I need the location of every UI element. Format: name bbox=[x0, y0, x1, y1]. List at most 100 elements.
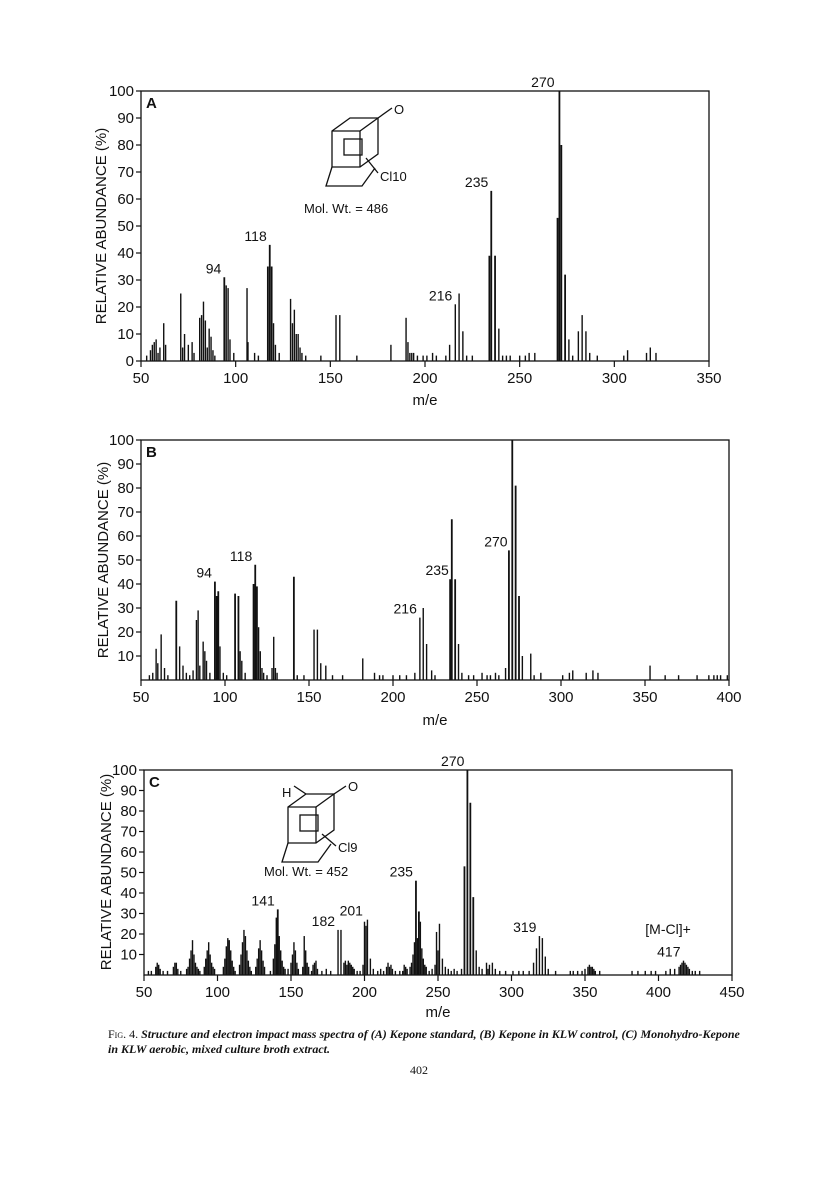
cage-front-edges bbox=[332, 130, 361, 167]
panel-c-x-tick-label: 250 bbox=[425, 984, 450, 1001]
chlorine-substituent-label: Cl9 bbox=[338, 840, 358, 855]
panel-c-x-tick-label: 450 bbox=[719, 984, 744, 1001]
carbonyl-bond bbox=[333, 785, 347, 795]
cage-outline bbox=[331, 117, 379, 168]
panel-a-y-axis-title: RELATIVE ABUNDANCE (%) bbox=[93, 128, 110, 324]
panel-a-peak-label: 94 bbox=[206, 260, 222, 276]
panel-b-spectrum: B 50 100 150 200 250 300 350 400 10 20 30 40 50 60 70… bbox=[95, 432, 742, 729]
panel-c-x-tick-label: 150 bbox=[278, 984, 303, 1001]
panel-a-peak-label: 270 bbox=[531, 74, 555, 90]
panel-b-y-tick-label: 20 bbox=[117, 624, 134, 641]
panel-b-x-tick-label: 150 bbox=[296, 689, 321, 706]
panel-b-x-axis-title: m/e bbox=[422, 712, 447, 729]
panel-a-x-tick-label: 200 bbox=[412, 370, 437, 387]
panel-b-x-tick-label: 250 bbox=[464, 689, 489, 706]
panel-b-peak-label: 270 bbox=[484, 533, 508, 549]
panel-a-y-tick-label: 100 bbox=[109, 83, 134, 100]
panel-b-x-tick-label: 200 bbox=[380, 689, 405, 706]
panel-c-y-tick-label: 60 bbox=[120, 844, 137, 861]
panel-c-x-ticks: 50 100 150 200 250 300 350 400 450 bbox=[136, 975, 745, 1001]
panel-b-y-tick-label: 90 bbox=[117, 456, 134, 473]
panel-b-y-tick-label: 30 bbox=[117, 600, 134, 617]
panel-a-x-tick-label: 150 bbox=[318, 370, 343, 387]
figure-caption: Fig. 4. Structure and electron impact ma… bbox=[108, 1027, 748, 1057]
panel-a-x-tick-label: 350 bbox=[696, 370, 721, 387]
panel-b-y-tick-label: 40 bbox=[117, 576, 134, 593]
panel-a-x-ticks: 50 100 150 200 250 300 350 bbox=[133, 361, 722, 387]
panel-c-peaks bbox=[147, 770, 701, 975]
panel-a-peak-labels: 94 118 216 235 270 bbox=[206, 74, 555, 303]
panel-a-x-tick-label: 50 bbox=[133, 370, 150, 387]
chlorine-substituent-label: Cl10 bbox=[380, 169, 407, 184]
panel-b-peak-label: 94 bbox=[196, 565, 212, 581]
panel-b-x-tick-label: 400 bbox=[716, 689, 741, 706]
panel-b-y-ticks: 10 20 30 40 50 60 70 80 90 100 bbox=[109, 432, 141, 665]
panel-b-y-tick-label: 80 bbox=[117, 480, 134, 497]
panel-b-letter: B bbox=[146, 444, 157, 461]
panel-c-letter: C bbox=[149, 774, 160, 791]
panel-a-spectrum: A 50 100 150 200 250 300 350 0 10 20 30 40 50 60 70 80… bbox=[93, 74, 722, 409]
panel-c-peak-label: 182 bbox=[312, 913, 336, 929]
panel-a-letter: A bbox=[146, 95, 157, 112]
panel-c-y-tick-label: 30 bbox=[120, 906, 137, 923]
cage-inner-face bbox=[299, 814, 319, 832]
panel-b-x-tick-label: 100 bbox=[212, 689, 237, 706]
panel-c-peak-label: 319 bbox=[513, 919, 537, 935]
panel-c-x-axis-title: m/e bbox=[425, 1004, 450, 1021]
panel-c-peak-label: 417 bbox=[657, 944, 681, 960]
panel-a-y-tick-label: 30 bbox=[117, 272, 134, 289]
panel-c-y-tick-label: 70 bbox=[120, 824, 137, 841]
panel-b-x-tick-label: 300 bbox=[548, 689, 573, 706]
panel-a-peak-label: 118 bbox=[244, 228, 267, 244]
panel-c-y-tick-label: 90 bbox=[120, 783, 137, 800]
panel-a-peaks bbox=[145, 91, 657, 361]
page-number: 402 bbox=[410, 1063, 428, 1077]
panel-c-y-tick-label: 80 bbox=[120, 803, 137, 820]
panel-a-y-tick-label: 80 bbox=[117, 137, 134, 154]
panel-a-structure: O Cl10 Mol. Wt. = 486 bbox=[304, 102, 407, 216]
panel-a-y-tick-label: 50 bbox=[117, 218, 134, 235]
cage-bridge bbox=[281, 842, 332, 863]
panel-c-x-tick-label: 300 bbox=[499, 984, 524, 1001]
panel-b-y-tick-label: 50 bbox=[117, 552, 134, 569]
panel-b-x-ticks: 50 100 150 200 250 300 350 400 bbox=[133, 680, 742, 706]
panel-a-y-tick-label: 0 bbox=[126, 353, 134, 370]
panel-c-y-axis-title: RELATIVE ABUNDANCE (%) bbox=[98, 774, 115, 970]
cage-front-edges bbox=[288, 806, 317, 843]
panel-b-y-axis-title: RELATIVE ABUNDANCE (%) bbox=[95, 462, 112, 658]
hydrogen-label: H bbox=[282, 785, 291, 800]
carbonyl-oxygen-label: O bbox=[394, 102, 404, 117]
panel-c-y-tick-label: 10 bbox=[120, 947, 137, 964]
panel-c-peak-label: 235 bbox=[390, 864, 414, 880]
carbonyl-oxygen-label: O bbox=[348, 779, 358, 794]
panel-a-x-axis-title: m/e bbox=[412, 392, 437, 409]
panel-c-peak-label: [M-Cl]+ bbox=[645, 921, 691, 937]
panel-c-y-tick-label: 20 bbox=[120, 926, 137, 943]
chlorine-bond bbox=[365, 157, 379, 174]
panel-a-peak-label: 216 bbox=[429, 287, 453, 303]
panel-c-y-tick-label: 40 bbox=[120, 885, 137, 902]
cage-inner-face bbox=[343, 138, 363, 156]
figure-caption-text: Structure and electron impact mass spect… bbox=[108, 1027, 740, 1056]
panel-b-peaks bbox=[148, 440, 729, 680]
panel-b-peak-label: 216 bbox=[394, 601, 418, 617]
panel-a-y-tick-label: 10 bbox=[117, 326, 134, 343]
molecular-weight-label: Mol. Wt. = 452 bbox=[264, 864, 348, 879]
panel-c-x-tick-label: 350 bbox=[572, 984, 597, 1001]
panel-c-x-tick-label: 200 bbox=[352, 984, 377, 1001]
panel-a-x-tick-label: 100 bbox=[223, 370, 248, 387]
panel-a-y-tick-label: 40 bbox=[117, 245, 134, 262]
panel-c-x-tick-label: 400 bbox=[646, 984, 671, 1001]
panel-c-peak-label: 201 bbox=[340, 903, 364, 919]
panel-a-y-tick-label: 90 bbox=[117, 110, 134, 127]
carbonyl-bond bbox=[377, 107, 393, 119]
panel-c-spectrum: C 50 100 150 200 250 300 350 400 450 10 20 30 40 50 6… bbox=[98, 753, 745, 1021]
panel-c-y-ticks: 10 20 30 40 50 60 70 80 90 100 bbox=[112, 762, 144, 964]
panel-c-peak-label: 141 bbox=[251, 892, 275, 908]
panel-a-x-tick-label: 250 bbox=[507, 370, 532, 387]
panel-a-x-tick-label: 300 bbox=[602, 370, 627, 387]
panel-a-y-tick-label: 70 bbox=[117, 164, 134, 181]
cage-top-edge bbox=[315, 793, 335, 808]
